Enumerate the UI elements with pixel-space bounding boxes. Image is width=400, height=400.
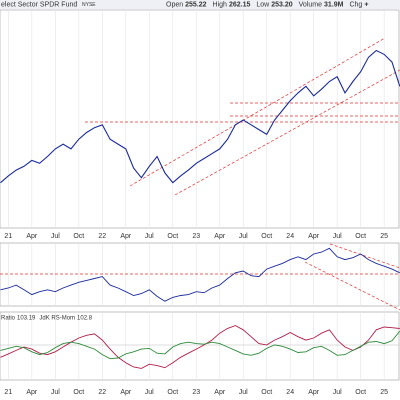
x-tick-label: Jul: [145, 389, 154, 396]
x-tick-label: Jul: [51, 389, 60, 396]
stat-value: 255.22: [185, 1, 207, 8]
x-tick-label: Jul: [239, 389, 248, 396]
x-tick-label: Apr: [308, 389, 320, 396]
legend-value: 102.8: [77, 316, 93, 322]
rs-channel: [329, 243, 400, 269]
rrg-legend: Ratio 103.19 JdK RS-Mom 102.8: [1, 316, 93, 322]
x-tick-label: 22: [98, 389, 106, 396]
rs-panel: [0, 242, 400, 307]
x-tick-label: Oct: [261, 389, 272, 396]
stat-label: Volume: [299, 1, 322, 8]
x-tick-label: Apr: [26, 389, 38, 396]
x-tick-label: Jul: [333, 233, 342, 240]
legend-label: Ratio: [1, 316, 16, 322]
exchange: NYSE: [82, 2, 96, 8]
stat-value: 31.9M: [324, 1, 344, 8]
x-tick-label: Oct: [73, 389, 84, 396]
series-line: [0, 49, 400, 184]
x-tick-label: Oct: [355, 389, 366, 396]
x-tick-label: Jul: [333, 389, 342, 396]
legend-value: 103.19: [17, 316, 36, 322]
stat-value: 262.15: [229, 1, 251, 8]
x-tick-label: Oct: [167, 389, 178, 396]
channel-upper: [129, 37, 386, 187]
x-tick-label: Apr: [26, 233, 38, 240]
x-tick-label: Oct: [73, 233, 84, 240]
x-tick-label: Apr: [308, 233, 320, 240]
x-tick-label: Jul: [145, 233, 154, 240]
x-tick-label: Jul: [239, 233, 248, 240]
x-tick-label: 24: [286, 389, 294, 396]
x-tick-label: Apr: [214, 233, 226, 240]
x-tick-label: Apr: [214, 389, 226, 396]
header-bar: [0, 0, 400, 9]
channel-lower: [174, 69, 400, 196]
stat-value: 253.20: [271, 1, 293, 8]
x-tick-label: 21: [4, 389, 12, 396]
x-tick-label: Oct: [167, 233, 178, 240]
x-tick-label: 25: [380, 233, 388, 240]
price-panel: [0, 9, 400, 229]
x-tick-label: Apr: [120, 233, 132, 240]
series-line: [0, 247, 400, 302]
x-tick-label: 24: [286, 233, 294, 240]
x-tick-label: 25: [380, 389, 388, 396]
stat-label: Open: [166, 1, 183, 8]
x-tick-label: 22: [98, 233, 106, 240]
rs-channel: [304, 261, 400, 311]
x-tick-label: 21: [4, 233, 12, 240]
grid: [8, 10, 385, 380]
stat-label: Chg: [349, 1, 362, 8]
x-tick-label: 23: [192, 233, 200, 240]
legend-label: JdK RS-Mom: [39, 316, 75, 322]
rrg-panel: [0, 311, 400, 381]
stats: Open 255.22 High 262.15 Low 253.20 Volume 31.9M…: [166, 1, 368, 8]
stat-label: High: [213, 1, 228, 8]
series-line: [0, 330, 400, 360]
x-tick-label: Apr: [120, 389, 132, 396]
x-tick-label: Jul: [51, 233, 60, 240]
stat-value: +: [364, 1, 368, 8]
stat-label: Low: [256, 1, 270, 8]
symbol-title: elect Sector SPDR Fund: [1, 1, 77, 8]
x-tick-label: 23: [192, 389, 200, 396]
x-tick-label: Oct: [355, 233, 366, 240]
x-tick-label: Oct: [261, 233, 272, 240]
series-line: [0, 325, 400, 369]
